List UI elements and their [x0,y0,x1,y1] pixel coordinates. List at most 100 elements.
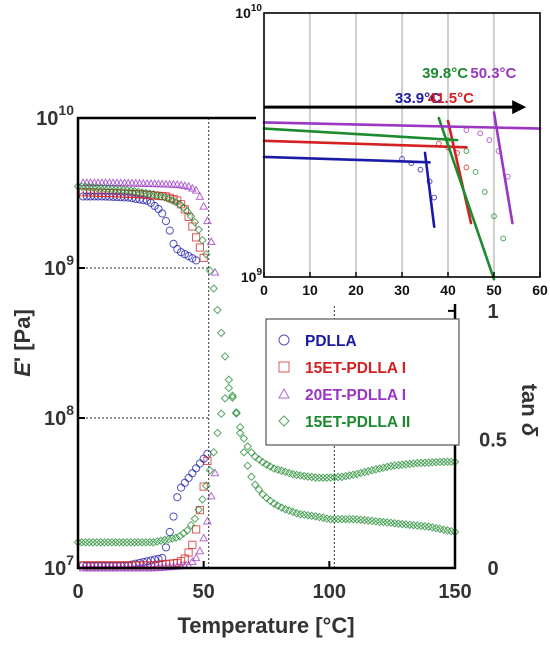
tan-delta-point [192,525,201,534]
inset-glassy-fit-line [262,139,468,149]
modulus-point [88,183,98,192]
modulus-point [201,250,211,259]
modulus-point [232,409,241,418]
tan-delta-point [243,461,252,471]
inset-x-tick-label: 40 [440,282,456,298]
tan-delta-point [77,537,87,547]
tan-delta-point [235,428,245,438]
modulus-point [224,375,234,385]
tan-delta-point [171,533,181,542]
tan-delta-point [161,543,171,552]
tan-delta-point [173,493,182,502]
modulus-point [345,471,354,480]
modulus-point [375,464,384,473]
modulus-point [412,458,422,468]
tan-delta-point [203,456,212,465]
tg-annotation: 41.5°C [428,90,474,107]
tan-delta-point [169,512,178,521]
y2-tick-label: 0.5 [479,429,507,451]
modulus-point [382,462,392,472]
tan-delta-point [201,481,211,491]
tan-delta-point [265,496,275,506]
tan-delta-point [134,537,143,547]
modulus-point [202,216,212,225]
tan-delta-point [126,537,136,547]
modulus-point [424,458,433,467]
legend: PDLLA 15ET-PDLLA I 20ET-PDLLA I 15ET-PDLLA … [265,318,460,446]
modulus-point [446,457,456,467]
modulus-point [161,217,171,226]
modulus-point [363,466,373,476]
tan-delta-point [216,409,226,419]
modulus-point [176,248,186,257]
tan-delta-point [145,537,154,547]
modulus-point [100,184,109,193]
modulus-point [206,236,216,245]
modulus-point [186,212,196,221]
modulus-point [111,184,121,194]
tan-delta-point [239,447,249,457]
inset-data-point [481,189,488,195]
tan-delta-point [232,408,241,417]
inset-transition-fit-line [437,116,496,281]
modulus-point [352,469,362,479]
tan-delta-point [167,534,177,543]
modulus-point [199,253,208,262]
tan-delta-point [156,536,166,546]
modulus-point [205,266,215,276]
tan-delta-point [262,493,271,503]
modulus-point [394,460,403,470]
modulus-point [420,458,430,468]
inset-annotations: 33.9°C41.5°C 39.8°C 50.3°C [395,65,517,107]
tan-delta-point [195,459,204,468]
modulus-point [281,467,290,477]
inset-glassy-fit-line [262,127,459,142]
tan-delta-point [107,537,117,547]
modulus-point [333,472,343,482]
modulus-point [401,460,411,469]
modulus-point [254,455,264,464]
inset-fit-lines [262,111,542,281]
modulus-point [405,459,415,469]
y2-tick-label: 0 [487,558,498,580]
modulus-point [180,250,189,259]
inset-data-point [491,213,497,220]
tan-delta-point [292,508,301,518]
modulus-point [348,470,358,480]
inset-glassy-fit-line [262,155,431,164]
modulus-point [250,452,260,462]
main-y2-axis-title: tan δ [517,384,542,437]
modulus-point [428,458,437,467]
inset-x-tick-label: 60 [532,282,548,298]
modulus-point [431,457,441,467]
y-tick-label: 108 [44,402,74,430]
inset-data-point [486,137,493,144]
tan-delta-point [199,482,208,491]
modulus-point [409,459,418,468]
modulus-point [273,465,283,474]
tan-delta-point [186,520,196,530]
modulus-point [195,243,204,252]
inset-transition-fit-line [446,119,473,225]
modulus-point [103,184,113,193]
tan-delta-point [88,537,98,547]
modulus-point [439,457,448,467]
tan-delta-point [206,491,216,500]
modulus-point [209,284,219,293]
inset-glassy-fit-line [262,121,542,130]
tan-delta-point [176,483,186,492]
modulus-point [311,473,320,482]
tan-delta-point [92,537,102,547]
tan-delta-point [269,499,279,509]
tan-delta-point [247,472,256,482]
y-tick-label: 107 [44,552,74,580]
modulus-point [397,460,407,470]
tan-delta-point [333,514,343,524]
modulus-point [183,206,192,216]
tan-delta-point [85,537,94,547]
modulus-point [239,434,249,443]
tan-delta-point [122,537,132,547]
tan-delta-point [115,537,124,547]
modulus-point [360,467,369,477]
modulus-point [187,183,197,192]
